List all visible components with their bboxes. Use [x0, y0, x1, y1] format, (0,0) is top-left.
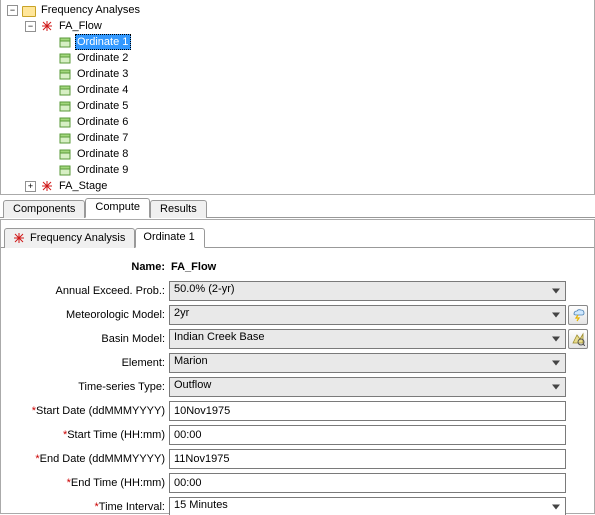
- select-annual-exceed-prob[interactable]: 50.0% (2-yr): [169, 281, 566, 301]
- select-basin-model[interactable]: Indian Creek Base: [169, 329, 566, 349]
- input-end-date[interactable]: [169, 449, 566, 469]
- label-name: Name:: [5, 261, 169, 273]
- label-start-time: *Start Time (HH:mm): [5, 429, 169, 441]
- tree-row-fa-stage[interactable]: + FA_Stage: [5, 178, 594, 194]
- tree-row-ordinate[interactable]: Ordinate 5: [5, 98, 594, 114]
- select-time-series-type[interactable]: Outflow: [169, 377, 566, 397]
- ordinate-icon: [58, 35, 72, 49]
- row-start-date: *Start Date (ddMMMYYYY): [5, 400, 590, 422]
- ordinate-icon: [58, 51, 72, 65]
- top-tab-bar: Components Compute Results: [0, 196, 595, 218]
- label-basin-model: Basin Model:: [5, 333, 169, 345]
- tree-label: Ordinate 5: [75, 98, 131, 114]
- row-basin-model: Basin Model: Indian Creek Base: [5, 328, 590, 350]
- minus-icon[interactable]: −: [25, 21, 36, 32]
- editor-panel: Frequency Analysis Ordinate 1 Name: FA_F…: [0, 219, 595, 514]
- label-time-series-type: Time-series Type:: [5, 381, 169, 393]
- tree-panel: − Frequency Analyses − FA_Flow Ordinate …: [0, 0, 595, 195]
- row-time-interval: *Time Interval: 15 Minutes: [5, 496, 590, 515]
- basin-icon: [571, 332, 585, 346]
- tree-label: Ordinate 8: [75, 146, 131, 162]
- tree-row-fa-flow[interactable]: − FA_Flow: [5, 18, 594, 34]
- input-end-time[interactable]: [169, 473, 566, 493]
- tree-label: Ordinate 6: [75, 114, 131, 130]
- label-element: Element:: [5, 357, 169, 369]
- tree-row-ordinate[interactable]: Ordinate 7: [5, 130, 594, 146]
- row-time-series-type: Time-series Type: Outflow: [5, 376, 590, 398]
- row-annual-exceed-prob: Annual Exceed. Prob.: 50.0% (2-yr): [5, 280, 590, 302]
- tree-label: Ordinate 3: [75, 66, 131, 82]
- frequency-analysis-icon: [40, 179, 54, 193]
- tab-compute[interactable]: Compute: [85, 198, 150, 218]
- tree-label: Ordinate 9: [75, 162, 131, 178]
- tree-label: FA_Stage: [57, 178, 110, 194]
- basin-model-browse-button[interactable]: [568, 329, 588, 349]
- select-element[interactable]: Marion: [169, 353, 566, 373]
- tree-row-ordinate[interactable]: Ordinate 9: [5, 162, 594, 178]
- folder-icon: [22, 6, 36, 17]
- label-meteorologic-model: Meteorologic Model:: [5, 309, 169, 321]
- tree-row-ordinate[interactable]: Ordinate 2: [5, 50, 594, 66]
- row-name: Name: FA_Flow: [5, 256, 590, 278]
- tree-row-frequency-analyses[interactable]: − Frequency Analyses: [5, 2, 594, 18]
- label-end-date: *End Date (ddMMMYYYY): [5, 453, 169, 465]
- tree-row-ordinate[interactable]: Ordinate 6: [5, 114, 594, 130]
- tree-label: Frequency Analyses: [39, 2, 143, 18]
- input-start-time[interactable]: [169, 425, 566, 445]
- tab-components[interactable]: Components: [3, 200, 85, 218]
- tree-label: Ordinate 2: [75, 50, 131, 66]
- cloud-bolt-icon: [571, 308, 585, 322]
- editor-tab-frequency-analysis[interactable]: Frequency Analysis: [4, 228, 135, 248]
- editor-tab-ordinate-1[interactable]: Ordinate 1: [135, 228, 204, 248]
- tree-label: Ordinate 7: [75, 130, 131, 146]
- select-time-interval[interactable]: 15 Minutes: [169, 497, 566, 515]
- row-start-time: *Start Time (HH:mm): [5, 424, 590, 446]
- ordinate-form: Name: FA_Flow Annual Exceed. Prob.: 50.0…: [1, 248, 594, 515]
- row-element: Element: Marion: [5, 352, 590, 374]
- plus-icon[interactable]: +: [25, 181, 36, 192]
- input-start-date[interactable]: [169, 401, 566, 421]
- frequency-analysis-icon: [12, 231, 26, 245]
- minus-icon[interactable]: −: [7, 5, 18, 16]
- editor-tab-label: Frequency Analysis: [30, 232, 125, 244]
- label-end-time: *End Time (HH:mm): [5, 477, 169, 489]
- label-annual-exceed-prob: Annual Exceed. Prob.:: [5, 285, 169, 297]
- ordinate-icon: [58, 115, 72, 129]
- tree-row-ordinate[interactable]: Ordinate 8: [5, 146, 594, 162]
- ordinate-icon: [58, 147, 72, 161]
- tree-label: Ordinate 1: [75, 34, 131, 50]
- ordinate-icon: [58, 131, 72, 145]
- select-meteorologic-model[interactable]: 2yr: [169, 305, 566, 325]
- tree: − Frequency Analyses − FA_Flow Ordinate …: [1, 0, 594, 195]
- label-start-date: *Start Date (ddMMMYYYY): [5, 405, 169, 417]
- editor-tab-label: Ordinate 1: [143, 231, 194, 243]
- meteorologic-model-browse-button[interactable]: [568, 305, 588, 325]
- tree-row-ordinate[interactable]: Ordinate 1: [5, 34, 594, 50]
- tree-row-ordinate[interactable]: Ordinate 3: [5, 66, 594, 82]
- frequency-analysis-icon: [40, 19, 54, 33]
- ordinate-icon: [58, 99, 72, 113]
- ordinate-icon: [58, 83, 72, 97]
- row-end-time: *End Time (HH:mm): [5, 472, 590, 494]
- editor-tab-bar: Frequency Analysis Ordinate 1: [1, 224, 594, 248]
- tab-results[interactable]: Results: [150, 200, 207, 218]
- label-time-interval: *Time Interval:: [5, 501, 169, 513]
- tree-row-ordinate[interactable]: Ordinate 4: [5, 82, 594, 98]
- row-end-date: *End Date (ddMMMYYYY): [5, 448, 590, 470]
- tree-label: Ordinate 4: [75, 82, 131, 98]
- ordinate-icon: [58, 163, 72, 177]
- value-name: FA_Flow: [169, 261, 216, 273]
- row-meteorologic-model: Meteorologic Model: 2yr: [5, 304, 590, 326]
- tree-label: FA_Flow: [57, 18, 105, 34]
- ordinate-icon: [58, 67, 72, 81]
